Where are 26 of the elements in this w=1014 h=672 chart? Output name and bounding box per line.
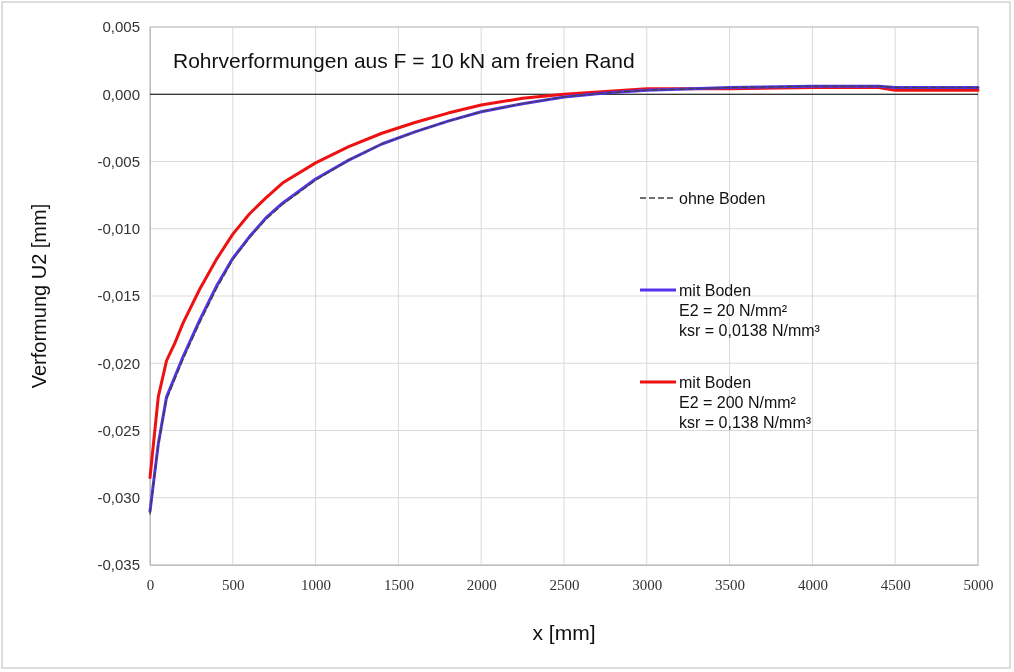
y-tick-label: 0,005	[102, 18, 140, 36]
x-tick-label: 4000	[797, 576, 828, 593]
y-axis-title: Verformung U2 [mm]	[28, 203, 50, 389]
x-tick-label: 4500	[880, 576, 911, 593]
x-tick-label: 1000	[301, 576, 332, 593]
y-tick-label: -0,020	[97, 354, 140, 372]
y-tick-label: -0,015	[97, 287, 140, 305]
legend-label: mit Boden E2 = 200 N/mm² ksr = 0,138 N/mm³	[679, 374, 812, 431]
x-tick-label: 5000	[963, 576, 994, 593]
x-tick-label: 3000	[632, 576, 663, 593]
x-tick-label: 3500	[715, 576, 746, 593]
x-tick-label: 2000	[466, 576, 497, 593]
legend-label: ohne Boden	[679, 190, 766, 207]
text: Rohrverformungen aus F = 10 kN am freien Rand	[173, 49, 635, 72]
y-tick-label: -0,030	[97, 489, 140, 507]
y-tick-label: -0,025	[97, 421, 140, 439]
x-tick-label: 0	[146, 576, 155, 593]
y-tick-label: -0,005	[97, 152, 140, 170]
x-axis-title: x [mm]	[532, 621, 596, 644]
x-tick-label: 500	[222, 576, 245, 593]
x-tick-label: 2500	[549, 576, 580, 593]
legend-label: mit Boden E2 = 20 N/mm² ksr = 0,0138 N/mm³	[679, 282, 821, 339]
y-tick-label: 0,000	[102, 85, 140, 103]
y-tick-label: -0,010	[97, 220, 140, 238]
x-tick-label: 1500	[383, 576, 414, 593]
y-tick-label: -0,035	[97, 556, 140, 574]
